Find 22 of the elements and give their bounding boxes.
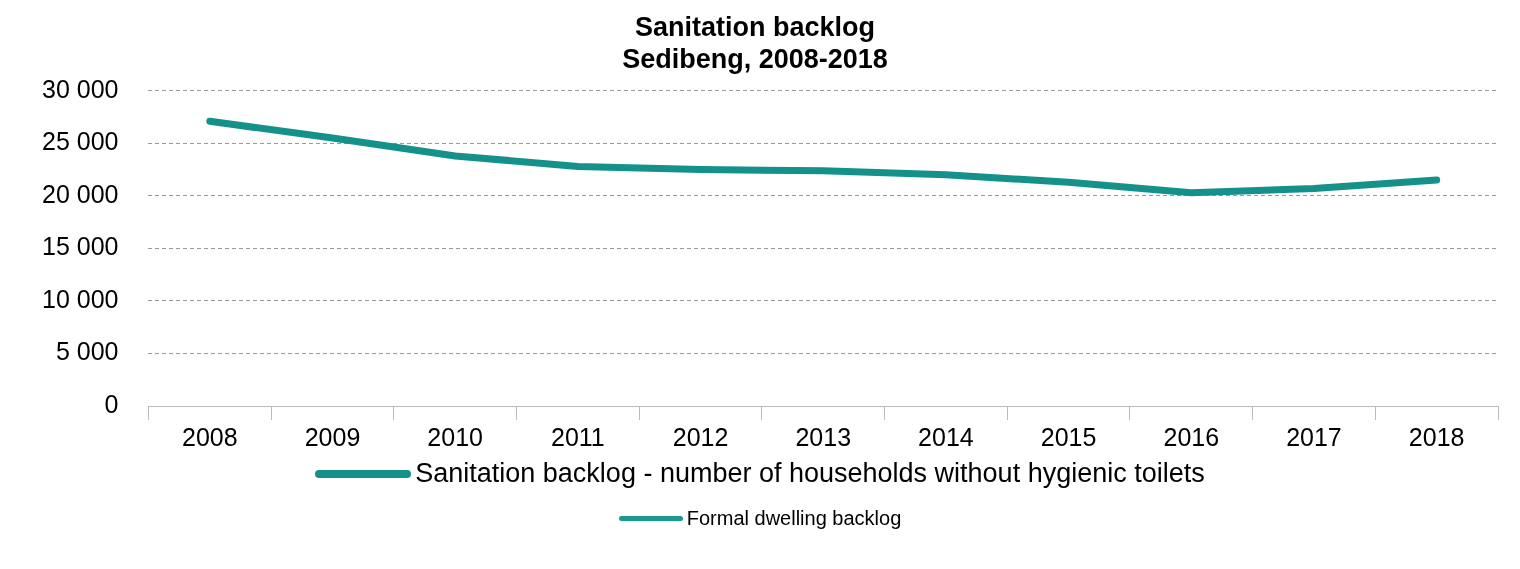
x-tick-label: 2017 bbox=[1286, 422, 1342, 451]
y-tick-label: 0 bbox=[104, 389, 119, 418]
x-tick-label: 2014 bbox=[918, 422, 974, 451]
x-tick-label: 2013 bbox=[795, 422, 852, 451]
y-tick-label: 15 000 bbox=[42, 232, 119, 261]
text: Sedibeng, 2008-2018 bbox=[622, 44, 888, 75]
x-tick-label: 2011 bbox=[550, 422, 605, 451]
y-tick-label: 20 000 bbox=[42, 179, 119, 208]
y-tick-label: 10 000 bbox=[42, 284, 119, 313]
legend-label: Sanitation backlog - number of households without hygienic toilets bbox=[415, 458, 1205, 489]
legend-label: Formal dwelling backlog bbox=[686, 507, 902, 530]
y-tick-label: 30 000 bbox=[42, 74, 119, 103]
x-tick-label: 2015 bbox=[1040, 422, 1097, 451]
x-tick-label: 2016 bbox=[1163, 422, 1220, 451]
x-tick-label: 2018 bbox=[1408, 422, 1465, 451]
y-tick-label: 5 000 bbox=[55, 337, 119, 366]
text: Sanitation backlog bbox=[634, 11, 876, 42]
y-tick-label: 25 000 bbox=[42, 127, 119, 156]
x-tick-label: 2012 bbox=[672, 422, 729, 451]
x-tick-label: 2009 bbox=[304, 422, 361, 451]
x-tick-label: 2008 bbox=[181, 422, 238, 451]
x-tick-label: 2010 bbox=[427, 422, 483, 451]
